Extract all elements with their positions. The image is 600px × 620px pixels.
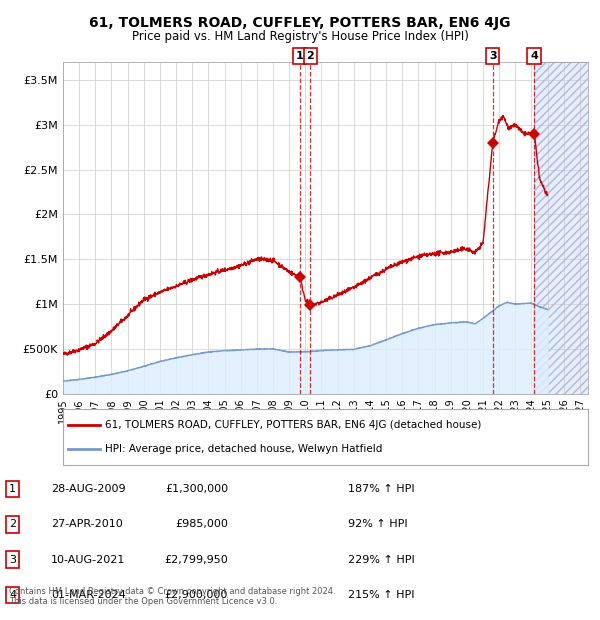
Text: 1: 1 xyxy=(296,51,304,61)
Text: 215% ↑ HPI: 215% ↑ HPI xyxy=(348,590,415,600)
Text: Contains HM Land Registry data © Crown copyright and database right 2024.
This d: Contains HM Land Registry data © Crown c… xyxy=(9,587,335,606)
Text: 92% ↑ HPI: 92% ↑ HPI xyxy=(348,519,407,529)
Text: 61, TOLMERS ROAD, CUFFLEY, POTTERS BAR, EN6 4JG: 61, TOLMERS ROAD, CUFFLEY, POTTERS BAR, … xyxy=(89,16,511,30)
Text: 187% ↑ HPI: 187% ↑ HPI xyxy=(348,484,415,494)
Text: Price paid vs. HM Land Registry's House Price Index (HPI): Price paid vs. HM Land Registry's House … xyxy=(131,30,469,43)
Text: 01-MAR-2024: 01-MAR-2024 xyxy=(51,590,126,600)
Text: 4: 4 xyxy=(9,590,16,600)
Text: 4: 4 xyxy=(530,51,538,61)
Text: £2,900,000: £2,900,000 xyxy=(164,590,228,600)
Text: HPI: Average price, detached house, Welwyn Hatfield: HPI: Average price, detached house, Welw… xyxy=(105,445,382,454)
Text: 3: 3 xyxy=(489,51,497,61)
Text: 61, TOLMERS ROAD, CUFFLEY, POTTERS BAR, EN6 4JG (detached house): 61, TOLMERS ROAD, CUFFLEY, POTTERS BAR, … xyxy=(105,420,481,430)
Text: 1: 1 xyxy=(9,484,16,494)
Text: 2: 2 xyxy=(307,51,314,61)
Bar xyxy=(534,62,588,394)
Text: £2,799,950: £2,799,950 xyxy=(164,554,228,565)
Text: £1,300,000: £1,300,000 xyxy=(165,484,228,494)
Text: 10-AUG-2021: 10-AUG-2021 xyxy=(51,554,125,565)
Bar xyxy=(534,62,588,394)
Text: 3: 3 xyxy=(9,554,16,565)
Text: £985,000: £985,000 xyxy=(175,519,228,529)
Text: 229% ↑ HPI: 229% ↑ HPI xyxy=(348,554,415,565)
Text: 2: 2 xyxy=(9,519,16,529)
Text: 27-APR-2010: 27-APR-2010 xyxy=(51,519,123,529)
Text: 28-AUG-2009: 28-AUG-2009 xyxy=(51,484,125,494)
